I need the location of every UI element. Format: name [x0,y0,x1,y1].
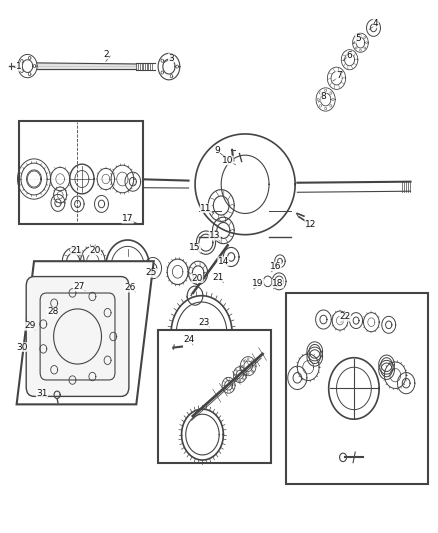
Text: 23: 23 [198,318,209,327]
Text: 18: 18 [272,279,283,288]
Text: 15: 15 [189,244,201,253]
Text: 14: 14 [218,257,229,265]
Text: 5: 5 [355,34,361,43]
FancyBboxPatch shape [26,277,129,397]
Text: 8: 8 [321,92,326,101]
Text: 1: 1 [16,62,21,71]
Text: 2: 2 [103,50,109,59]
Text: 3: 3 [168,54,174,62]
Text: 29: 29 [24,321,35,330]
Text: 16: 16 [270,262,281,271]
Bar [286,293,428,484]
Text: 19: 19 [252,279,264,288]
Text: 21: 21 [212,272,224,281]
Text: 12: 12 [305,220,316,229]
Text: 22: 22 [339,312,351,321]
Text: 4: 4 [373,19,378,28]
Text: 26: 26 [124,283,135,292]
Text: 11: 11 [200,204,212,213]
Bar [19,120,143,224]
Text: 20: 20 [191,273,203,282]
Text: 6: 6 [347,51,353,60]
Text: 17: 17 [122,214,133,223]
Text: 10: 10 [222,156,233,165]
Text: 24: 24 [183,335,194,344]
Text: 27: 27 [73,282,85,291]
Polygon shape [17,261,154,405]
Text: 25: 25 [146,268,157,277]
Text: 9: 9 [214,147,220,156]
Text: 28: 28 [47,307,58,316]
Text: 13: 13 [209,231,220,240]
Text: 7: 7 [336,71,342,80]
Text: 21: 21 [71,246,82,255]
Bar [158,330,271,463]
Text: 20: 20 [89,246,101,255]
Text: 31: 31 [36,389,48,398]
Text: 30: 30 [17,343,28,352]
